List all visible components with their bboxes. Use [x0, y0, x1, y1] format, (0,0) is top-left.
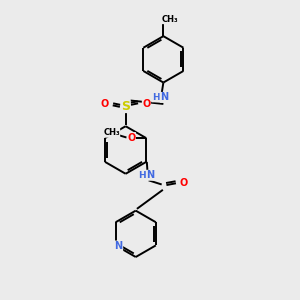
Text: O: O [179, 178, 188, 188]
Text: N: N [115, 241, 123, 251]
Text: CH₃: CH₃ [103, 128, 120, 137]
Text: N: N [160, 92, 168, 102]
Text: O: O [127, 133, 136, 142]
Text: CH₃: CH₃ [162, 15, 178, 24]
Text: H: H [152, 93, 160, 102]
Text: O: O [142, 99, 151, 109]
Text: N: N [147, 170, 155, 180]
Text: S: S [121, 100, 130, 112]
Text: H: H [138, 171, 146, 180]
Text: O: O [101, 99, 109, 109]
